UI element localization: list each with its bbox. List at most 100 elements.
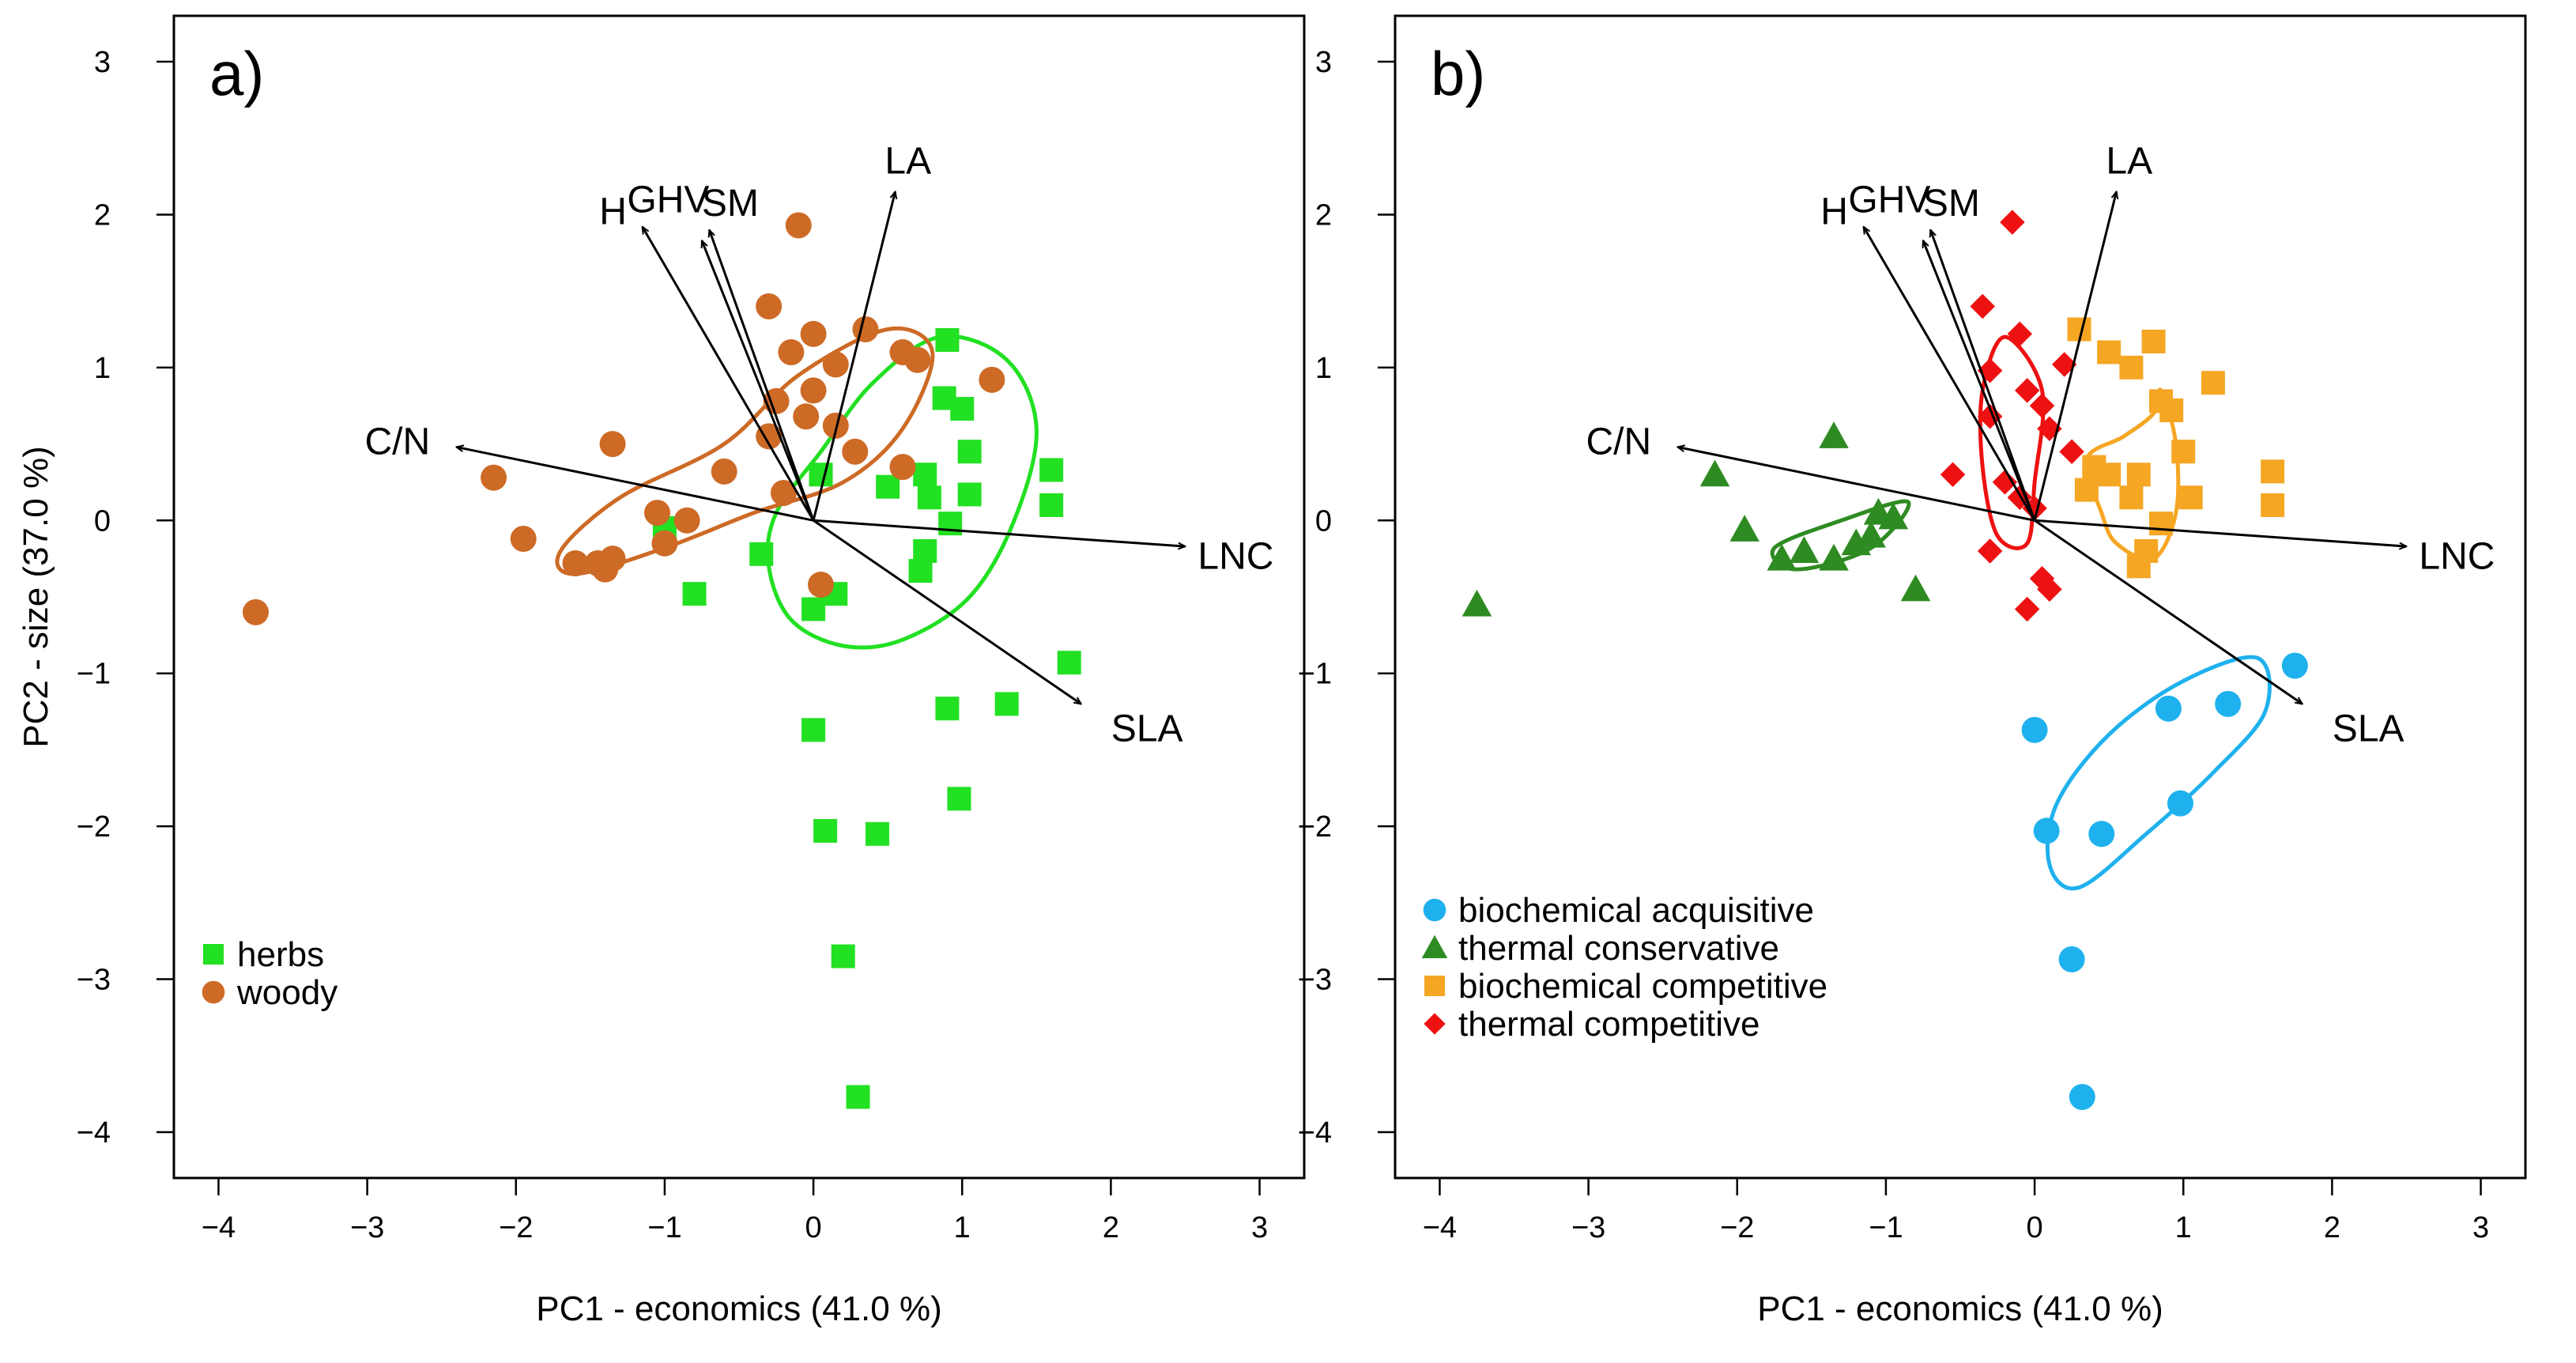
data-point xyxy=(876,474,900,499)
data-point xyxy=(1878,502,1909,530)
y-tick-label: 2 xyxy=(1315,198,1332,232)
legend-label: woody xyxy=(236,973,338,1012)
data-point xyxy=(756,423,783,450)
panel-label: b) xyxy=(1431,39,1485,108)
vector-ghv xyxy=(1922,240,2036,521)
data-point xyxy=(2171,440,2196,464)
data-point xyxy=(1940,462,1966,488)
data-point xyxy=(1900,574,1931,602)
data-point xyxy=(673,507,700,534)
x-tick-label: −4 xyxy=(1423,1211,1457,1244)
x-tick-label: −2 xyxy=(499,1211,533,1244)
data-point xyxy=(1039,458,1064,482)
data-point xyxy=(801,718,826,742)
data-point xyxy=(809,463,833,487)
data-point xyxy=(1819,543,1849,571)
data-point xyxy=(2201,371,2225,395)
vector-sm xyxy=(1930,230,2036,521)
data-point xyxy=(592,556,619,583)
data-point xyxy=(711,458,737,485)
x-tick-label: 2 xyxy=(1103,1211,1119,1244)
y-tick-label: 1 xyxy=(1315,352,1332,385)
panel-label: a) xyxy=(209,39,264,108)
data-point xyxy=(822,351,849,378)
data-point xyxy=(599,431,626,458)
x-tick-label: 3 xyxy=(2472,1211,2489,1244)
data-point xyxy=(979,366,1005,393)
vector-label: LNC xyxy=(2419,536,2495,578)
data-point xyxy=(644,500,671,527)
ellipse-herbs xyxy=(765,334,1039,650)
data-point xyxy=(807,572,834,598)
data-point xyxy=(917,485,941,510)
vector-label: SM xyxy=(1923,183,1980,225)
legend-label: herbs xyxy=(237,935,324,974)
data-point xyxy=(1461,589,1492,617)
vector-ghv xyxy=(700,240,815,521)
vector-label: H xyxy=(1820,191,1848,233)
vector-label: LNC xyxy=(1197,536,1273,578)
data-point xyxy=(2058,946,2085,972)
x-tick-label: −1 xyxy=(647,1211,681,1244)
x-tick-label: 2 xyxy=(2324,1211,2340,1244)
data-point xyxy=(813,818,838,843)
vector-label: GHV xyxy=(1848,179,1930,221)
data-point xyxy=(749,542,774,566)
y-tick-label: 0 xyxy=(94,504,111,538)
data-point xyxy=(2149,512,2174,536)
data-point xyxy=(2126,554,2151,579)
y-tick-label: 2 xyxy=(94,198,111,232)
y-tick-label: −4 xyxy=(77,1116,111,1150)
data-point xyxy=(913,463,937,487)
data-point xyxy=(2007,321,2033,347)
data-point xyxy=(957,440,982,464)
data-point xyxy=(950,397,975,421)
panel-a: −4 −3 −2 −1 0 1 2 3 −4 −3 −2 −1 0 1 2 3 PC1 - economics … xyxy=(17,14,1306,1328)
data-point xyxy=(1992,470,2018,495)
ellipse-biochemical-acquisitive xyxy=(2045,655,2272,891)
data-point xyxy=(2097,340,2122,364)
data-point xyxy=(865,821,889,846)
series-biochemical-acquisitive xyxy=(2021,652,2308,1110)
series-thermal-conservative xyxy=(1461,421,1931,617)
data-point xyxy=(938,512,963,536)
x-tick-label: −2 xyxy=(1720,1211,1754,1244)
data-point xyxy=(842,438,869,465)
vector-label: LA xyxy=(2106,140,2152,182)
y-tick-label: −1 xyxy=(77,658,111,691)
data-point xyxy=(2119,485,2144,510)
data-point xyxy=(2281,652,2308,679)
y-tick-label: −2 xyxy=(1298,810,1332,844)
data-point xyxy=(756,293,783,319)
x-tick-label: −3 xyxy=(350,1211,384,1244)
data-point xyxy=(800,320,827,347)
data-point xyxy=(2074,478,2099,502)
data-point xyxy=(2069,1083,2095,1110)
data-point xyxy=(2033,817,2060,844)
vector-label: SM xyxy=(702,183,759,225)
vector-label: C/N xyxy=(365,421,431,463)
series-thermal-competitive xyxy=(1940,210,2084,622)
data-point xyxy=(1819,421,1849,448)
x-tick-label: 3 xyxy=(1251,1211,1268,1244)
vector-sla xyxy=(813,519,1081,704)
data-point xyxy=(481,464,507,491)
x-axis-title: PC1 - economics (41.0 %) xyxy=(1757,1289,2163,1328)
data-point xyxy=(2167,790,2193,817)
plot-frame xyxy=(1394,14,2527,1180)
x-tick-label: −3 xyxy=(1571,1211,1605,1244)
y-tick-label: 0 xyxy=(1315,504,1332,538)
data-point xyxy=(2178,485,2203,510)
vector-label: LA xyxy=(884,140,931,182)
legend-label: thermal conservative xyxy=(1458,929,1779,968)
plot-frame xyxy=(172,14,1306,1180)
y-axis-title: PC2 - size (37.0 %) xyxy=(17,446,55,747)
vector-lnc xyxy=(2034,519,2406,546)
data-point xyxy=(935,328,960,353)
legend-label: thermal competitive xyxy=(1458,1005,1759,1044)
data-point xyxy=(785,212,812,239)
data-point xyxy=(2119,355,2144,379)
data-point xyxy=(2155,695,2182,722)
